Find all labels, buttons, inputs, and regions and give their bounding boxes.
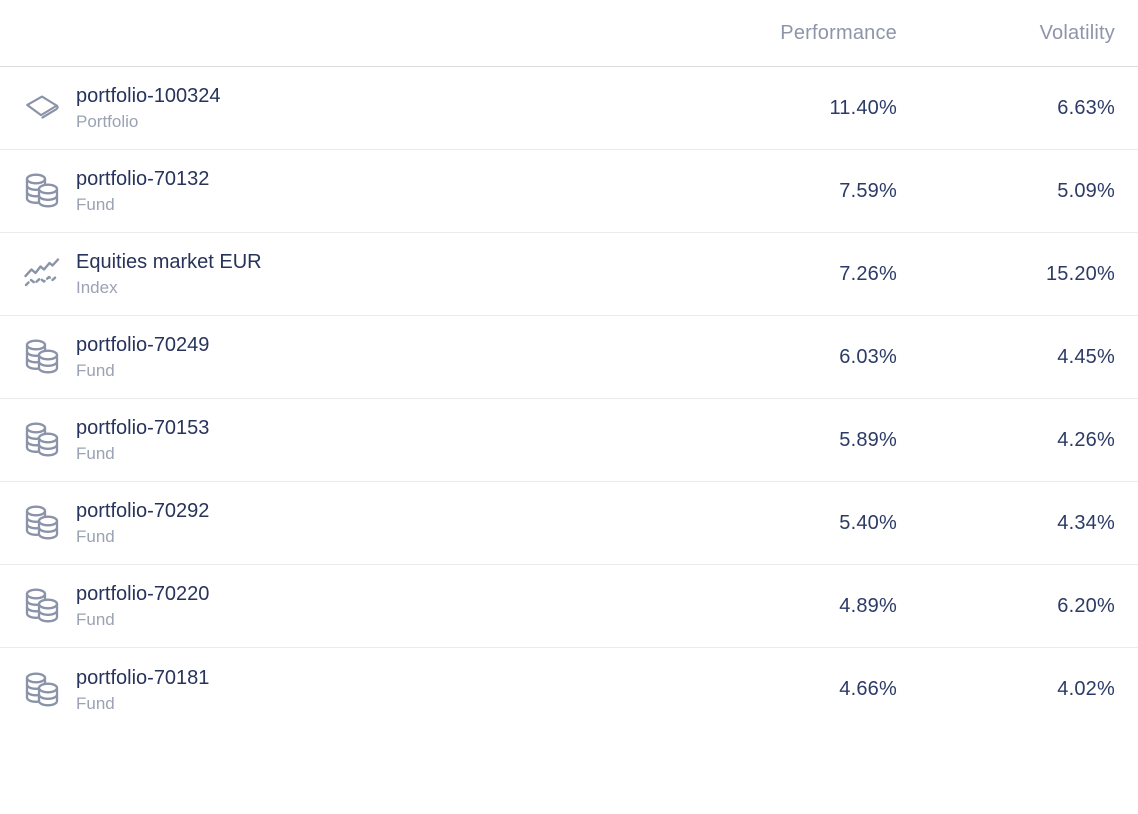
table-row[interactable]: portfolio-70153 Fund 5.89% 4.26% [0, 399, 1138, 482]
fund-coins-icon [21, 336, 63, 378]
performance-value: 7.26% [839, 262, 897, 285]
volatility-value: 15.20% [1045, 262, 1115, 285]
instrument-type: Index [76, 278, 118, 297]
instrument-name: portfolio-70132 [76, 168, 210, 190]
table-row[interactable]: portfolio-70132 Fund 7.59% 5.09% [0, 150, 1138, 233]
performance-value: 4.89% [839, 594, 897, 617]
instrument-type: Fund [76, 444, 115, 463]
instrument-type: Fund [76, 195, 115, 214]
instrument-cell: portfolio-100324 Portfolio [0, 83, 567, 133]
table-row[interactable]: portfolio-70249 Fund 6.03% 4.45% [0, 316, 1138, 399]
instrument-cell: portfolio-70220 Fund [0, 581, 567, 631]
performance-value: 5.40% [839, 511, 897, 534]
fund-coins-icon [21, 585, 63, 627]
ranking-table: Performance Volatility portfolio-100324 … [0, 0, 1138, 731]
instrument-type: Fund [76, 527, 115, 546]
instrument-cell: portfolio-70181 Fund [0, 665, 567, 715]
fund-coins-icon [21, 419, 63, 461]
volatility-value: 5.09% [1057, 179, 1115, 202]
instrument-cell: portfolio-70249 Fund [0, 332, 567, 382]
volatility-value: 6.20% [1057, 594, 1115, 617]
table-row[interactable]: Equities market EUR Index 7.26% 15.20% [0, 233, 1138, 316]
instrument-labels: portfolio-70153 Fund [76, 415, 209, 465]
instrument-labels: portfolio-70220 Fund [76, 581, 209, 631]
fund-coins-icon [21, 669, 63, 711]
fund-coins-icon [21, 502, 63, 544]
fund-coins-icon [21, 170, 63, 212]
table-row[interactable]: portfolio-70220 Fund 4.89% 6.20% [0, 565, 1138, 648]
instrument-type: Fund [76, 693, 115, 713]
performance-value: 4.66% [839, 678, 897, 700]
instrument-labels: portfolio-70292 Fund [76, 498, 209, 548]
table-body: portfolio-100324 Portfolio 11.40% 6.63% [0, 67, 1138, 731]
performance-value: 7.59% [839, 179, 897, 202]
instrument-name: portfolio-70220 [76, 583, 210, 605]
instrument-type: Fund [76, 361, 115, 380]
instrument-name: portfolio-70181 [76, 666, 210, 689]
volatility-value: 4.26% [1057, 428, 1115, 451]
instrument-type: Fund [76, 610, 115, 629]
instrument-cell: portfolio-70153 Fund [0, 415, 567, 465]
instrument-name: portfolio-70153 [76, 417, 210, 439]
instrument-name: Equities market EUR [76, 251, 262, 273]
volatility-value: 4.45% [1057, 345, 1115, 368]
instrument-cell: portfolio-70292 Fund [0, 498, 567, 548]
instrument-labels: portfolio-70132 Fund [76, 166, 209, 216]
instrument-name: portfolio-70249 [76, 334, 210, 356]
performance-value: 11.40% [829, 96, 897, 119]
instrument-labels: portfolio-70249 Fund [76, 332, 209, 382]
performance-value: 6.03% [839, 345, 897, 368]
instrument-labels: portfolio-100324 Portfolio [76, 83, 221, 133]
table-row[interactable]: portfolio-70292 Fund 5.40% 4.34% [0, 482, 1138, 565]
table-header: Performance Volatility [0, 0, 1138, 67]
table-row[interactable]: portfolio-100324 Portfolio 11.40% 6.63% [0, 67, 1138, 150]
column-header-performance: Performance [780, 21, 897, 44]
volatility-value: 4.34% [1057, 511, 1115, 534]
instrument-cell: portfolio-70132 Fund [0, 166, 567, 216]
performance-value: 5.89% [839, 428, 897, 451]
instrument-name: portfolio-100324 [76, 85, 221, 107]
volatility-value: 4.02% [1057, 678, 1115, 700]
table-row[interactable]: portfolio-70181 Fund 4.66% 4.02% [0, 648, 1138, 731]
instrument-labels: portfolio-70181 Fund [76, 665, 209, 715]
column-header-volatility: Volatility [1039, 21, 1115, 44]
instrument-cell: Equities market EUR Index [0, 249, 567, 299]
instrument-name: portfolio-70292 [76, 500, 210, 522]
instrument-labels: Equities market EUR Index [76, 249, 262, 299]
instrument-type: Portfolio [76, 112, 139, 131]
portfolio-icon [21, 87, 63, 129]
index-chart-icon [21, 253, 63, 295]
volatility-value: 6.63% [1057, 96, 1115, 119]
